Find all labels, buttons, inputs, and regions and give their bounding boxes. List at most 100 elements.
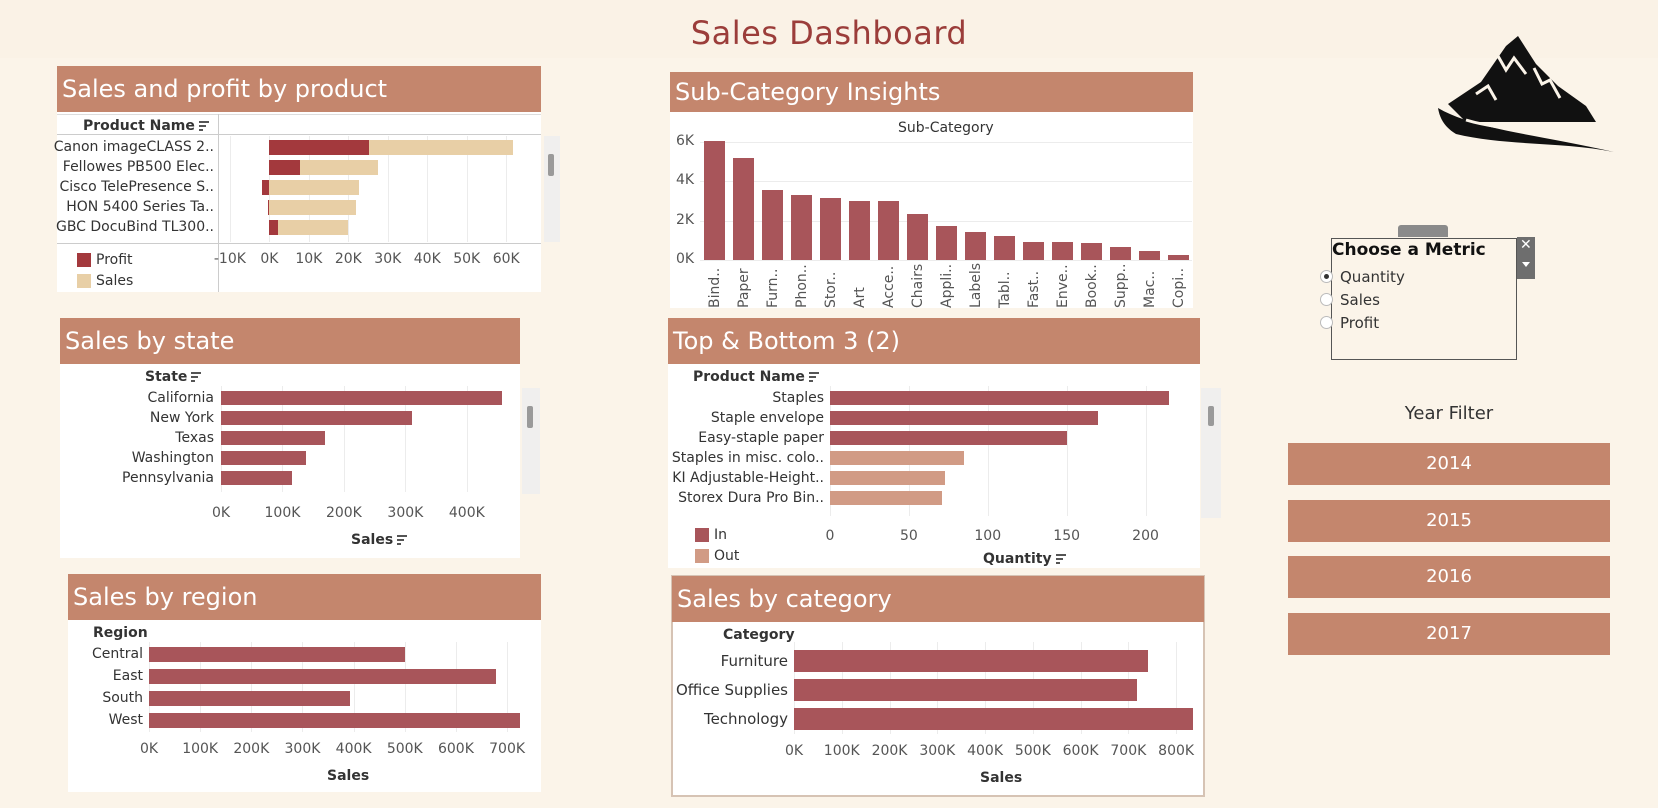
topbottom-field-header[interactable]: Product Name: [693, 369, 819, 385]
category-field-header: Category: [723, 627, 795, 643]
radio[interactable]: [1320, 316, 1333, 329]
subcat-label: Furn..: [765, 268, 781, 308]
subcat-label: Stor..: [823, 271, 839, 308]
sales-bar: [269, 200, 356, 215]
axis-tick-label: 6K: [676, 132, 695, 149]
product-scrollbar[interactable]: [544, 136, 560, 242]
subcat-bar: [965, 232, 986, 260]
bar: [221, 431, 326, 445]
bar: [221, 451, 306, 465]
gridline: [455, 642, 457, 732]
profit-bar: [267, 200, 270, 215]
category-label: Office Supplies: [675, 680, 788, 699]
legend-out-swatch: [695, 549, 709, 563]
sales-bar: [269, 180, 359, 195]
sort-icon[interactable]: [1055, 554, 1066, 564]
scroll-thumb[interactable]: [1208, 406, 1214, 426]
gridline: [251, 642, 253, 732]
axis-tick-label: 0K: [784, 743, 804, 759]
gridline: [987, 386, 989, 516]
subcat-panel: Sub-Category Insights: [670, 72, 1193, 308]
legend-sales-swatch: [77, 274, 91, 288]
state-field-header[interactable]: State: [145, 369, 202, 385]
axis-tick-label: 200K: [871, 743, 908, 759]
gridline: [507, 642, 509, 732]
gridline: [353, 642, 355, 732]
bar: [830, 471, 946, 485]
bar: [830, 391, 1170, 405]
metric-option-quantity[interactable]: Quantity: [1320, 268, 1405, 286]
metric-option-sales[interactable]: Sales: [1320, 291, 1380, 309]
metric-option-profit[interactable]: Profit: [1320, 314, 1379, 332]
year-button-2017[interactable]: 2017: [1288, 613, 1610, 655]
category-label: Storex Dura Pro Bin..: [678, 489, 824, 506]
state-scrollbar[interactable]: [522, 388, 540, 494]
subcat-label: Bind..: [707, 267, 723, 308]
sort-icon[interactable]: [397, 535, 408, 545]
region-panel-title: Sales by region: [68, 574, 541, 620]
bar: [149, 713, 520, 728]
axis-tick-label: 0K: [676, 251, 695, 267]
radio[interactable]: [1320, 293, 1333, 306]
axis-tick-label: 100K: [182, 741, 219, 757]
gridline: [466, 136, 468, 242]
topbottom-scrollbar[interactable]: [1201, 388, 1221, 518]
gridline: [506, 136, 508, 242]
sort-icon[interactable]: [191, 372, 202, 382]
bar: [830, 491, 943, 505]
subcat-bar: [849, 200, 870, 260]
subcat-label: Phon..: [794, 264, 810, 308]
state-axis-label[interactable]: Sales: [351, 532, 408, 548]
year-button-2016[interactable]: 2016: [1288, 556, 1610, 598]
year-button-2014[interactable]: 2014: [1288, 443, 1610, 485]
axis-tick-label: 60K: [492, 251, 520, 267]
chevron-down-icon[interactable]: [1522, 262, 1530, 267]
gridline: [343, 386, 345, 492]
axis-tick-label: 0: [825, 528, 835, 544]
legend-profit-swatch: [77, 253, 91, 267]
gridline: [466, 386, 468, 492]
region-axis-label: Sales: [327, 768, 370, 784]
subcat-bar: [733, 158, 754, 260]
profit-bar: [269, 220, 278, 235]
scroll-thumb[interactable]: [527, 406, 533, 428]
subcat-bar: [820, 197, 841, 260]
axis-tick-label: -10K: [213, 251, 246, 267]
bar: [830, 451, 965, 465]
subcat-label: Book..: [1084, 264, 1100, 308]
product-field-header[interactable]: Product Name: [83, 118, 209, 134]
close-icon[interactable]: ✕: [1520, 237, 1532, 253]
dashboard-title: Sales Dashboard: [690, 14, 968, 52]
category-label: Easy-staple paper: [698, 429, 824, 446]
divider: [57, 134, 541, 135]
topbottom-axis-label[interactable]: Quantity: [983, 551, 1066, 567]
subcat-bar: [1139, 251, 1160, 260]
title-bar: [0, 0, 1658, 58]
divider: [57, 243, 541, 244]
legend-in-swatch: [695, 528, 709, 542]
sort-icon[interactable]: [808, 372, 819, 382]
metric-toolbar: ✕: [1517, 237, 1535, 279]
year-button-2015[interactable]: 2015: [1288, 500, 1610, 542]
divider: [218, 114, 219, 292]
profit-bar: [269, 160, 300, 175]
category-label: New York: [149, 409, 214, 426]
subcat-label: Chairs: [910, 263, 926, 308]
subcat-bar: [704, 140, 725, 260]
legend-out-label: Out: [714, 548, 740, 564]
metric-title: Choose a Metric: [1332, 240, 1486, 260]
axis-tick-label: 600K: [437, 741, 474, 757]
metric-drag-handle[interactable]: [1398, 225, 1448, 237]
scroll-thumb[interactable]: [548, 154, 554, 176]
category-label: Central: [92, 646, 143, 662]
radio-selected[interactable]: [1320, 270, 1333, 283]
profit-bar: [262, 180, 270, 195]
gridline: [700, 220, 1192, 222]
divider: [57, 114, 541, 115]
axis-tick-label: 0K: [260, 251, 279, 267]
axis-tick-label: 800K: [1158, 743, 1195, 759]
subcat-bar: [936, 225, 957, 260]
sort-icon[interactable]: [198, 121, 209, 131]
subcat-label: Supp..: [1113, 263, 1129, 308]
axis-tick-label: 10K: [295, 251, 323, 267]
